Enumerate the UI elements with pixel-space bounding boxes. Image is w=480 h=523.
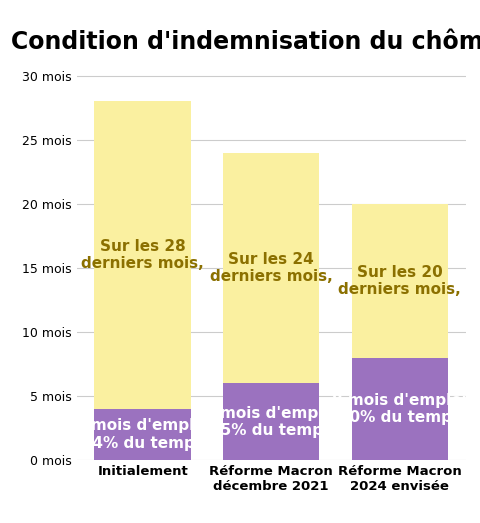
Text: 4 mois d'emploi
(14% du temps): 4 mois d'emploi (14% du temps): [75, 418, 211, 451]
Text: 8 mois d'emploi
(40% du temps): 8 mois d'emploi (40% du temps): [332, 393, 468, 425]
Text: 6 mois d'emploi
(25% du temps): 6 mois d'emploi (25% du temps): [203, 405, 339, 438]
Text: Sur les 20
derniers mois,: Sur les 20 derniers mois,: [338, 265, 461, 297]
Bar: [223, 383, 319, 460]
Bar: [95, 101, 191, 409]
Text: Sur les 28
derniers mois,: Sur les 28 derniers mois,: [81, 239, 204, 271]
Bar: [351, 358, 448, 460]
Title: Condition d'indemnisation du chômage: Condition d'indemnisation du chômage: [11, 28, 480, 54]
Bar: [351, 204, 448, 358]
Text: Sur les 24
derniers mois,: Sur les 24 derniers mois,: [210, 252, 333, 284]
Bar: [223, 153, 319, 383]
Bar: [95, 409, 191, 460]
